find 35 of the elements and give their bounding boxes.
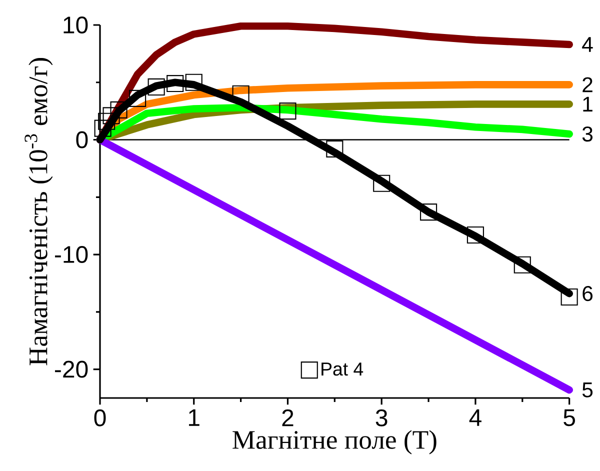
point xyxy=(110,101,128,118)
point xyxy=(373,174,390,192)
point xyxy=(102,107,120,124)
y-axis-title: Намагніченість (10$^{-3}$ емо/г) xyxy=(24,58,53,366)
series-label: 4 xyxy=(582,37,593,52)
y-tick-label: -10 xyxy=(55,246,88,264)
series-label: 5 xyxy=(582,382,593,398)
point xyxy=(326,140,344,158)
point xyxy=(279,102,296,120)
x-tick-label: 3 xyxy=(376,409,388,426)
point xyxy=(98,112,116,130)
x-tick-label: 2 xyxy=(282,409,294,426)
x-tick-label: 1 xyxy=(189,409,200,426)
point xyxy=(232,85,250,102)
point xyxy=(129,90,146,107)
series-label: 3 xyxy=(582,126,593,142)
legend-label: Pat 4 xyxy=(322,362,364,376)
x-axis-title: Магнітне поле (T) xyxy=(232,430,436,454)
y-tick-label: 10 xyxy=(64,16,88,34)
series-label: 6 xyxy=(582,286,593,302)
point xyxy=(94,120,112,137)
point xyxy=(420,204,438,221)
x-tick-label: 4 xyxy=(469,409,482,426)
point xyxy=(466,226,484,244)
x-tick-label: 5 xyxy=(564,409,575,426)
x-tick-label: 0 xyxy=(94,409,106,426)
point xyxy=(148,78,165,96)
y-tick-label: -20 xyxy=(55,360,88,378)
series-label: 2 xyxy=(582,77,592,92)
series-label: 1 xyxy=(583,96,592,112)
point xyxy=(185,74,202,91)
point xyxy=(166,74,184,92)
point xyxy=(560,288,578,306)
point xyxy=(514,256,531,274)
y-tick-label: 0 xyxy=(76,131,88,148)
